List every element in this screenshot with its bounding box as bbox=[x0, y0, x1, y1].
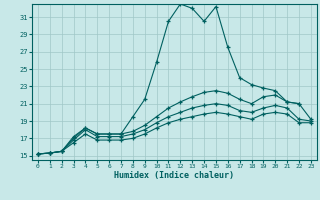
X-axis label: Humidex (Indice chaleur): Humidex (Indice chaleur) bbox=[115, 171, 234, 180]
